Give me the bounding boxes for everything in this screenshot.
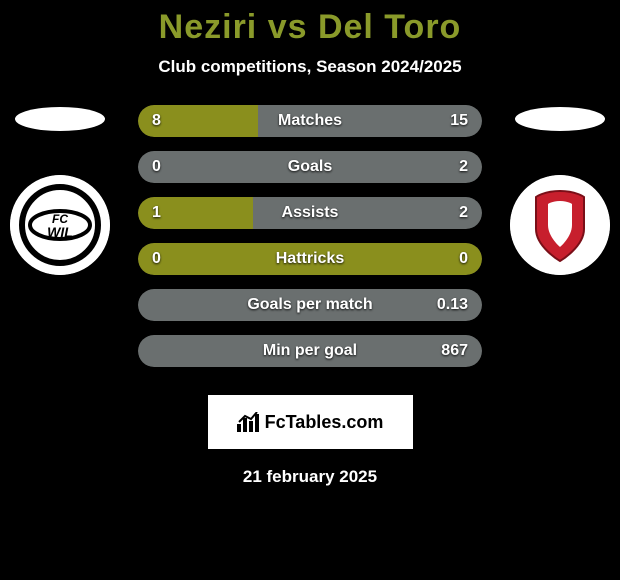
brand-badge: FcTables.com bbox=[208, 395, 413, 449]
brand-chart-icon bbox=[237, 412, 259, 432]
stat-value-right: 867 bbox=[441, 335, 468, 367]
player-right-column bbox=[500, 105, 620, 275]
stat-label: Goals per match bbox=[138, 289, 482, 321]
stat-bars: 8Matches150Goals21Assists20Hattricks0Goa… bbox=[138, 105, 482, 367]
generation-date: 21 february 2025 bbox=[0, 467, 620, 487]
club-logo-right bbox=[510, 175, 610, 275]
svg-text:WIL: WIL bbox=[47, 224, 73, 240]
page-title: Neziri vs Del Toro bbox=[0, 8, 620, 47]
brand-text: FcTables.com bbox=[265, 412, 384, 433]
stat-bar: 1Assists2 bbox=[138, 197, 482, 229]
comparison-card: Neziri vs Del Toro Club competitions, Se… bbox=[0, 0, 620, 580]
stat-value-right: 0 bbox=[459, 243, 468, 275]
player-left-column: FC WIL bbox=[0, 105, 120, 275]
club-logo-left: FC WIL bbox=[10, 175, 110, 275]
stat-bar: 0Goals2 bbox=[138, 151, 482, 183]
stat-value-right: 0.13 bbox=[437, 289, 468, 321]
stat-bar: 8Matches15 bbox=[138, 105, 482, 137]
stat-label: Assists bbox=[138, 197, 482, 229]
stat-value-right: 2 bbox=[459, 197, 468, 229]
stat-bar: 0Hattricks0 bbox=[138, 243, 482, 275]
stat-label: Min per goal bbox=[138, 335, 482, 367]
stats-area: FC WIL 8Matches150Goals21Assists20Hattri… bbox=[0, 105, 620, 377]
stat-bar: Goals per match0.13 bbox=[138, 289, 482, 321]
subtitle: Club competitions, Season 2024/2025 bbox=[0, 57, 620, 77]
stat-value-right: 2 bbox=[459, 151, 468, 183]
stat-label: Hattricks bbox=[138, 243, 482, 275]
stat-value-right: 15 bbox=[450, 105, 468, 137]
stat-bar: Min per goal867 bbox=[138, 335, 482, 367]
flag-ellipse-icon bbox=[515, 107, 605, 131]
flag-ellipse-icon bbox=[15, 107, 105, 131]
stat-label: Goals bbox=[138, 151, 482, 183]
stat-label: Matches bbox=[138, 105, 482, 137]
